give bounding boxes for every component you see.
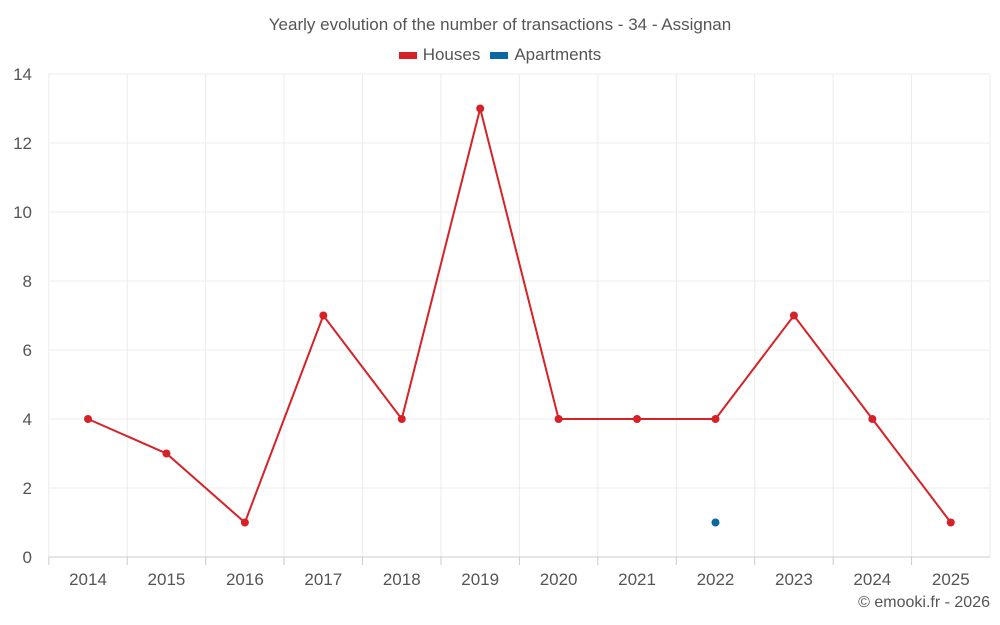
x-tick-label: 2014 — [69, 570, 107, 589]
y-tick-label: 10 — [13, 203, 32, 222]
legend-swatch-apartments — [490, 51, 509, 59]
legend-swatch-houses — [398, 51, 417, 59]
y-tick-label: 2 — [23, 479, 32, 498]
data-point-houses — [319, 311, 328, 320]
data-point-houses — [162, 449, 171, 458]
x-tick-label: 2022 — [697, 570, 735, 589]
y-tick-label: 0 — [23, 548, 32, 567]
data-point-houses — [554, 415, 563, 423]
data-point-houses — [789, 311, 798, 320]
y-tick-label: 4 — [23, 410, 32, 429]
legend-item-apartments[interactable]: Apartments — [490, 45, 601, 65]
x-tick-label: 2023 — [775, 570, 813, 589]
y-tick-label: 12 — [13, 134, 32, 153]
y-tick-label: 14 — [13, 65, 32, 84]
data-point-houses — [711, 415, 720, 423]
credit: © emooki.fr - 2026 — [858, 594, 990, 611]
x-tick-label: 2018 — [383, 570, 421, 589]
data-point-houses — [476, 104, 485, 113]
x-tick-label: 2024 — [853, 570, 891, 589]
chart-title: Yearly evolution of the number of transa… — [268, 15, 732, 34]
x-tick-label: 2015 — [148, 570, 186, 589]
legend-item-houses[interactable]: Houses — [398, 45, 481, 65]
x-tick-label: 2016 — [226, 570, 264, 589]
data-point-houses — [240, 518, 249, 527]
data-point-houses — [633, 415, 642, 423]
data-point-houses — [397, 415, 406, 423]
data-point-houses — [868, 415, 877, 423]
legend-label-apartments: Apartments — [514, 45, 602, 64]
data-point-houses — [84, 415, 93, 423]
legend: Houses Apartments — [0, 45, 1000, 65]
data-point-apartments — [711, 518, 720, 527]
y-tick-label: 6 — [23, 341, 32, 360]
x-tick-label: 2017 — [304, 570, 342, 589]
x-tick-label: 2020 — [540, 570, 578, 589]
data-point-houses — [946, 518, 955, 527]
series-line-houses — [87, 108, 952, 525]
y-tick-label: 8 — [23, 272, 32, 291]
legend-label-houses: Houses — [422, 45, 481, 64]
x-tick-label: 2021 — [618, 570, 656, 589]
x-tick-label: 2025 — [932, 570, 970, 589]
x-tick-label: 2019 — [461, 570, 499, 589]
